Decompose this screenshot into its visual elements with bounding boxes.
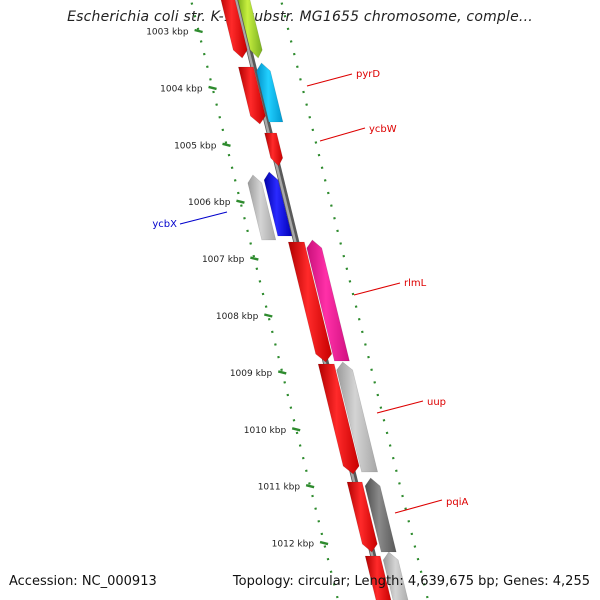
gene-label-ycbW[interactable]: ycbW (369, 124, 397, 135)
gene-red-top[interactable] (219, 0, 248, 59)
kbp-tick-mark (194, 28, 203, 34)
kbp-tick-mark (250, 256, 259, 261)
gene-uup[interactable] (317, 363, 360, 475)
summary-text: Topology: circular; Length: 4,639,675 bp… (232, 574, 590, 589)
gene-pyrD[interactable] (238, 66, 266, 125)
gene-label-ycbX[interactable]: ycbX (152, 219, 177, 230)
kbp-tick-label: 1006 kbp (188, 198, 231, 208)
gene-pqiA[interactable] (364, 477, 397, 553)
gene-leader-line (353, 282, 401, 296)
kbp-tick-mark (208, 85, 217, 91)
kbp-tick-mark (264, 313, 273, 318)
gene-red-bottom[interactable] (364, 555, 392, 600)
map-title: Escherichia coli str. K-12 substr. MG165… (67, 9, 533, 25)
gene-track (219, 0, 410, 600)
kbp-tick-mark (305, 484, 315, 489)
gene-gray-b[interactable] (336, 361, 379, 473)
gene-leader-line (319, 127, 366, 142)
gene-yellowgreen-top[interactable] (236, 0, 263, 59)
kbp-tick-label: 1010 kbp (244, 426, 287, 436)
kbp-tick-mark (291, 427, 301, 432)
kbp-tick-label: 1009 kbp (230, 369, 273, 379)
gene-leader-line (179, 211, 228, 225)
tick-ring: 1003 kbp 1004 kbp 1005 kbp 1006 kbp 1007 kbp… (146, 0, 430, 600)
gene-label-rlmL[interactable]: rlmL (404, 278, 427, 289)
kbp-tick-label: 1008 kbp (216, 312, 259, 322)
gene-red-b[interactable] (287, 241, 333, 363)
gene-label-pyrD[interactable]: pyrD (356, 69, 380, 80)
kbp-tick-mark (277, 370, 287, 375)
gene-leader-line (306, 73, 353, 87)
gene-leader-line (376, 400, 424, 414)
gene-ycbX[interactable] (263, 171, 293, 237)
gene-ycbW[interactable] (264, 132, 284, 167)
kbp-tick-mark (222, 142, 231, 147)
kbp-tick-label: 1004 kbp (160, 84, 203, 94)
gene-gray-a[interactable] (247, 174, 277, 241)
accession-text: Accession: NC_000913 (9, 574, 157, 589)
kbp-tick-mark (319, 540, 329, 546)
gene-gray-bottom[interactable] (382, 551, 410, 600)
kbp-tick-label: 1011 kbp (258, 483, 301, 493)
gene-leader-line (394, 499, 443, 514)
kbp-tick-label: 1003 kbp (146, 28, 189, 38)
gene-red-c[interactable] (346, 481, 378, 553)
gene-cyan[interactable] (256, 62, 284, 123)
gene-label-pqiA[interactable]: pqiA (446, 497, 468, 508)
gene-labels: pyrD ycbW ycbX rlmL uup pqiA (152, 69, 468, 514)
kbp-tick-label: 1012 kbp (272, 540, 315, 550)
gene-rlmL[interactable] (306, 239, 350, 362)
kbp-tick-mark (236, 199, 245, 204)
gene-label-uup[interactable]: uup (427, 397, 446, 408)
kbp-tick-label: 1007 kbp (202, 255, 245, 265)
kbp-tick-label: 1005 kbp (174, 141, 217, 151)
